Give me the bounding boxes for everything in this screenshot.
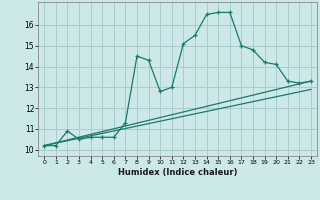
X-axis label: Humidex (Indice chaleur): Humidex (Indice chaleur): [118, 168, 237, 177]
